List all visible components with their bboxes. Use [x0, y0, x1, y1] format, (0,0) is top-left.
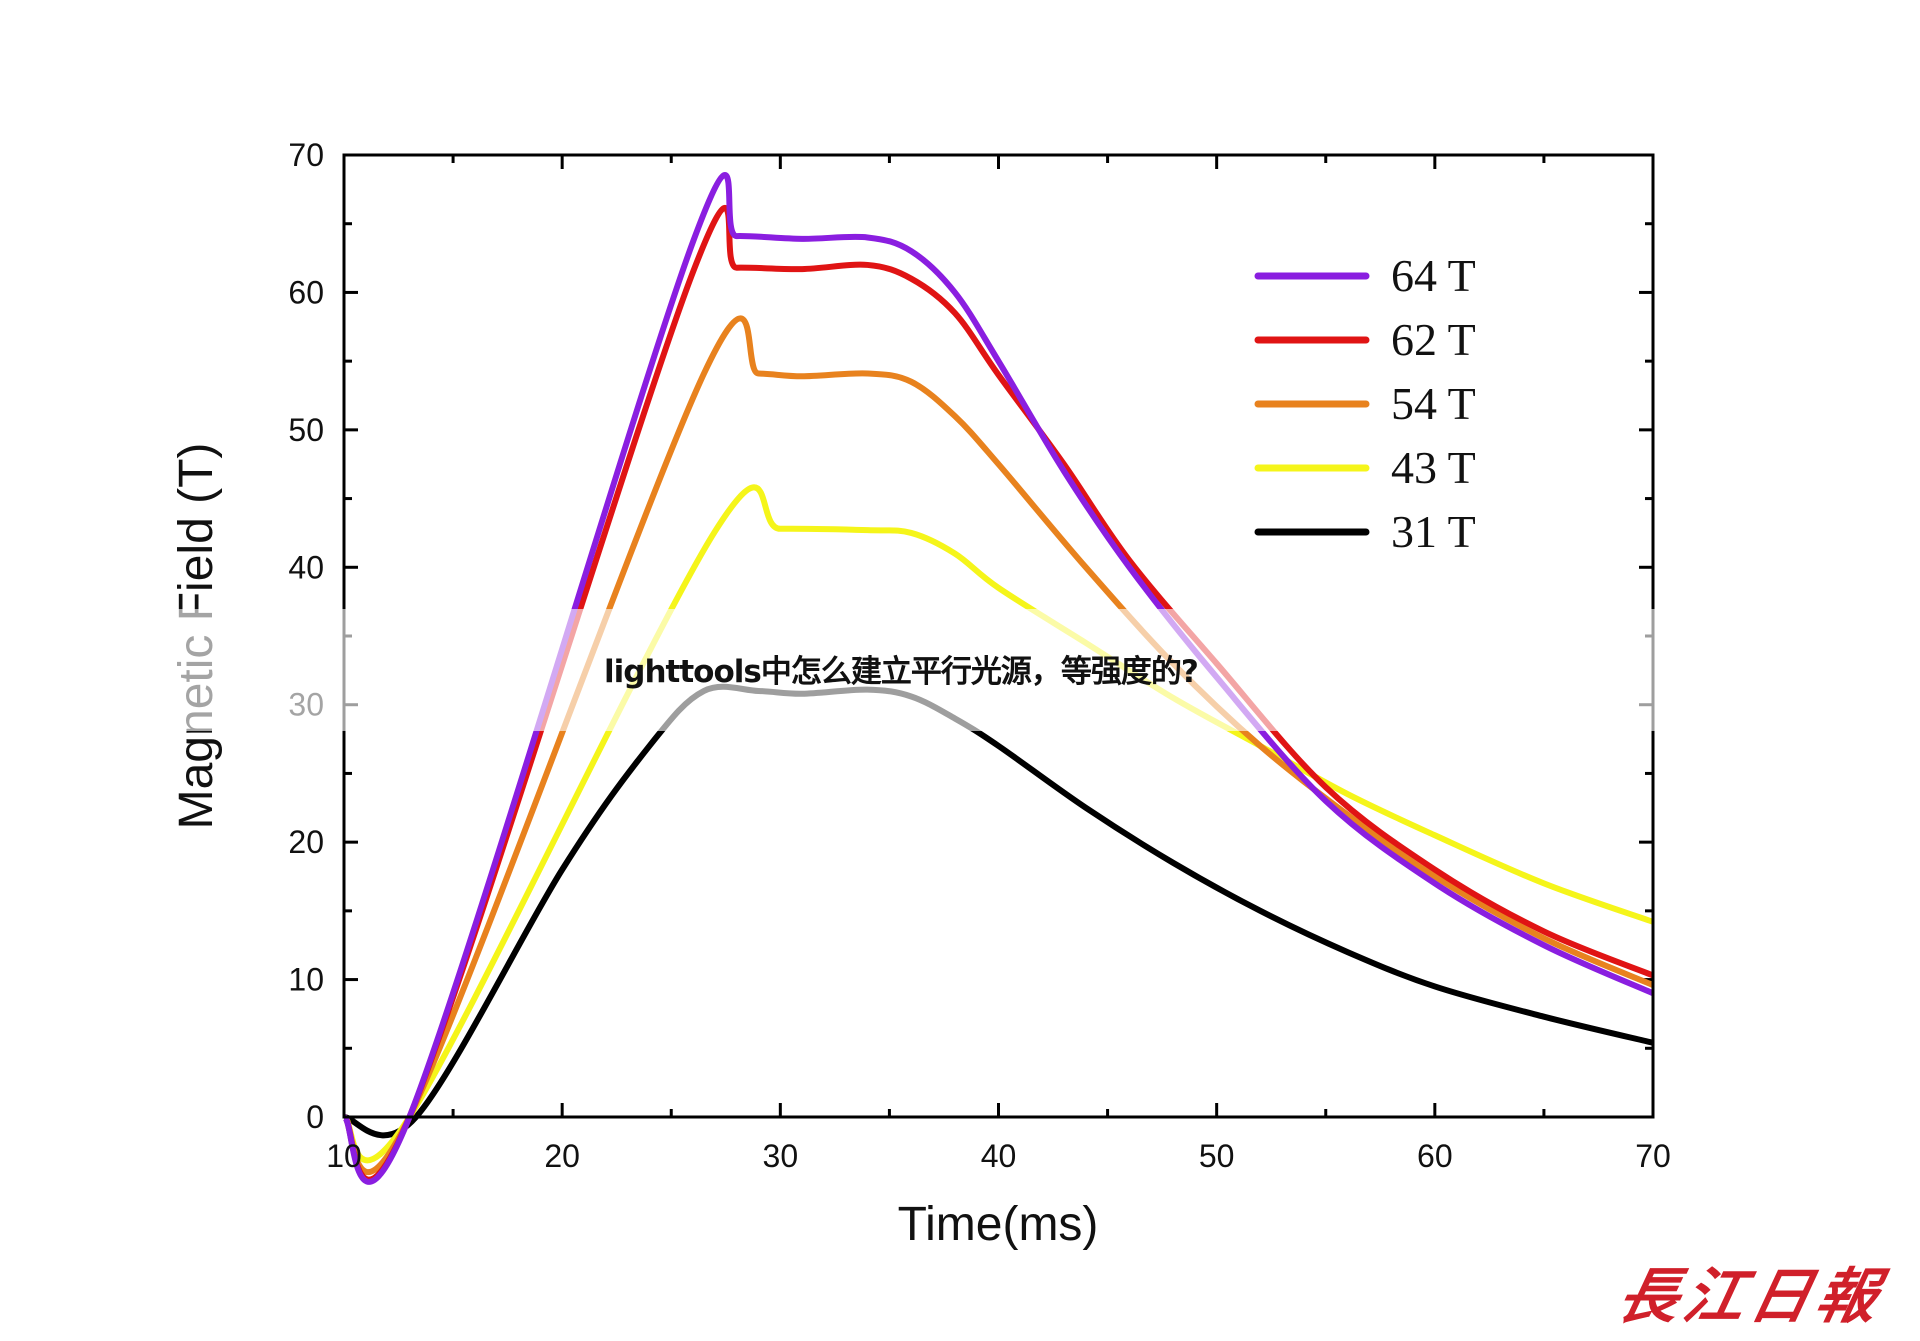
- title-overlay-band: [0, 609, 1920, 731]
- legend-label: 62 T: [1391, 314, 1476, 365]
- overlay-title: lighttools中怎么建立平行光源，等强度的?: [604, 654, 1199, 690]
- legend: 64 T 62 T 54 T 43 T 31 T: [1254, 250, 1476, 557]
- legend-label: 43 T: [1391, 442, 1476, 493]
- legend-label: 54 T: [1391, 378, 1476, 429]
- y-tick-label: 10: [288, 962, 324, 998]
- x-tick-label: 70: [1635, 1138, 1671, 1174]
- y-tick-label: 50: [288, 412, 324, 448]
- legend-label: 64 T: [1391, 250, 1476, 301]
- y-tick-label: 70: [288, 137, 324, 173]
- series-line-43T: [342, 484, 1654, 1164]
- x-tick-label: 10: [326, 1138, 362, 1174]
- x-tick-label: 20: [544, 1138, 580, 1174]
- x-tick-label: 60: [1417, 1138, 1453, 1174]
- x-axis-label: Time(ms): [898, 1198, 1099, 1251]
- y-tick-label: 20: [288, 824, 324, 860]
- x-tick-label: 40: [981, 1138, 1017, 1174]
- watermark-logo: 長江日報: [1611, 1262, 1891, 1332]
- x-tick-label: 30: [763, 1138, 799, 1174]
- x-tick-label: 50: [1199, 1138, 1235, 1174]
- series-line-31T: [343, 683, 1654, 1139]
- y-tick-label: 60: [288, 274, 324, 310]
- y-tick-label: 0: [306, 1099, 324, 1135]
- legend-label: 31 T: [1391, 506, 1476, 557]
- tick-labels: 10203040506070010203040506070: [288, 137, 1670, 1174]
- y-tick-label: 40: [288, 549, 324, 585]
